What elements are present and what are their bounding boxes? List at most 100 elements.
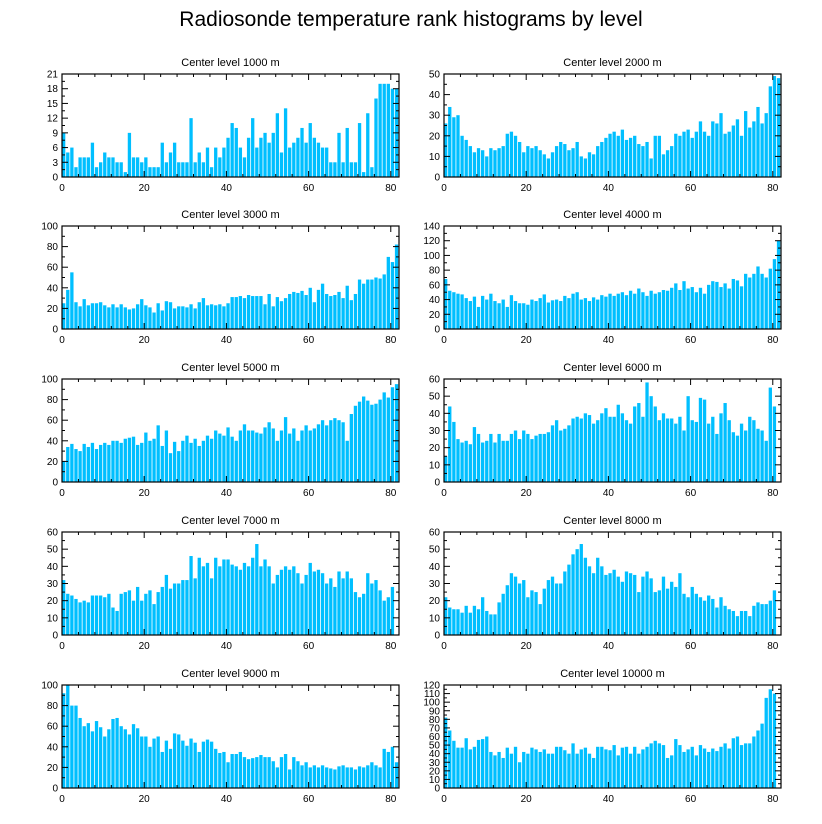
histogram-bar	[172, 583, 177, 635]
histogram-bar	[238, 569, 243, 635]
histogram-bar	[374, 403, 378, 482]
histogram-bar	[505, 747, 509, 788]
histogram-bar	[752, 420, 756, 482]
x-tick-label: 60	[303, 641, 315, 652]
y-tick-label: 0	[52, 784, 58, 795]
histogram-bar	[480, 739, 485, 788]
histogram-bar	[641, 576, 645, 635]
histogram-bar	[275, 574, 280, 635]
histogram-bar	[226, 427, 230, 482]
histogram-bar	[686, 396, 690, 482]
histogram-bar	[674, 133, 678, 177]
histogram-panel: 0 20 40 60 80 0 10 20 30 40 50 60 Center level 6000 …	[429, 362, 782, 499]
histogram-bar	[485, 736, 489, 788]
histogram-bar	[123, 592, 127, 635]
histogram-bar	[320, 573, 325, 635]
histogram-bar	[283, 108, 288, 177]
histogram-bar	[357, 401, 362, 482]
histogram-bar	[238, 751, 243, 788]
x-tick-label: 20	[521, 794, 533, 805]
histogram-bar	[575, 549, 579, 635]
histogram-bar	[719, 413, 723, 482]
histogram-bar	[608, 573, 612, 635]
histogram-bar	[686, 597, 690, 635]
histogram-bar	[567, 298, 571, 329]
histogram-bar	[694, 755, 699, 788]
histogram-bar	[587, 301, 592, 329]
histogram-bar	[341, 422, 345, 482]
histogram-bar	[333, 769, 337, 788]
histogram-bar	[382, 600, 386, 635]
histogram-bar	[255, 432, 259, 482]
histogram-bar	[312, 302, 317, 329]
histogram-bar	[234, 754, 238, 788]
y-tick-label: 10	[429, 152, 441, 163]
histogram-bar	[246, 759, 251, 788]
y-tick-label: 60	[47, 528, 59, 539]
histogram-bar	[209, 741, 214, 788]
histogram-bar	[90, 595, 95, 635]
histogram-bar	[283, 754, 288, 788]
histogram-bar	[300, 765, 304, 788]
histogram-bar	[66, 685, 70, 788]
histogram-bar	[366, 765, 370, 788]
histogram-bar	[715, 123, 719, 177]
histogram-bar	[542, 588, 546, 635]
histogram-bar	[583, 413, 588, 482]
x-tick-label: 40	[221, 183, 233, 194]
histogram-bar	[550, 152, 555, 177]
y-tick-label: 100	[423, 698, 440, 709]
histogram-bar	[624, 295, 629, 329]
histogram-bar	[197, 445, 201, 482]
histogram-bar	[366, 279, 370, 329]
histogram-bar	[230, 754, 234, 788]
histogram-bar	[501, 440, 505, 482]
histogram-bar	[472, 152, 477, 177]
histogram-bar	[690, 137, 694, 177]
histogram-bar	[776, 78, 781, 177]
histogram-bar	[653, 740, 657, 788]
histogram-bar	[649, 158, 653, 177]
histogram-bar	[748, 416, 752, 482]
histogram-bar	[476, 609, 481, 635]
y-tick-label: 20	[47, 763, 59, 774]
histogram-bar	[579, 749, 583, 789]
x-tick-label: 80	[385, 794, 397, 805]
histogram-bar	[678, 416, 682, 482]
histogram-bar	[345, 127, 349, 177]
x-tick-label: 0	[59, 641, 65, 652]
histogram-bar	[657, 743, 662, 788]
histogram-bar	[764, 604, 768, 635]
histogram-bar	[66, 446, 70, 482]
histogram-bar	[329, 578, 333, 635]
x-tick-label: 20	[139, 183, 151, 194]
histogram-bar	[554, 583, 559, 635]
histogram-bar	[485, 156, 489, 177]
histogram-bar	[172, 308, 177, 329]
x-tick-label: 0	[441, 488, 447, 499]
histogram-bar	[550, 576, 555, 635]
histogram-bar	[308, 287, 312, 329]
histogram-bar	[135, 304, 140, 329]
histogram-bar	[612, 745, 616, 788]
histogram-bar	[160, 586, 164, 635]
histogram-bar	[645, 571, 649, 635]
histogram-bar	[255, 296, 259, 329]
histogram-bar	[690, 420, 694, 482]
histogram-panel: 0 20 40 60 80 0 20 40 60 80 100 120 140 Center level …	[423, 209, 782, 346]
y-tick-label: 60	[429, 280, 441, 291]
histogram-bar	[493, 442, 497, 482]
histogram-bar	[476, 148, 481, 177]
histogram-bar	[637, 144, 641, 177]
histogram-bar	[98, 302, 103, 329]
histogram-bar	[575, 292, 579, 329]
histogram-bar	[686, 129, 690, 177]
histogram-bar	[698, 121, 703, 177]
histogram-bar	[267, 422, 271, 482]
histogram-bar	[86, 446, 90, 482]
histogram-bar	[509, 433, 514, 482]
histogram-bar	[152, 312, 156, 329]
histogram-bar	[251, 557, 255, 635]
histogram-bar	[382, 748, 386, 788]
histogram-bar	[111, 157, 115, 177]
